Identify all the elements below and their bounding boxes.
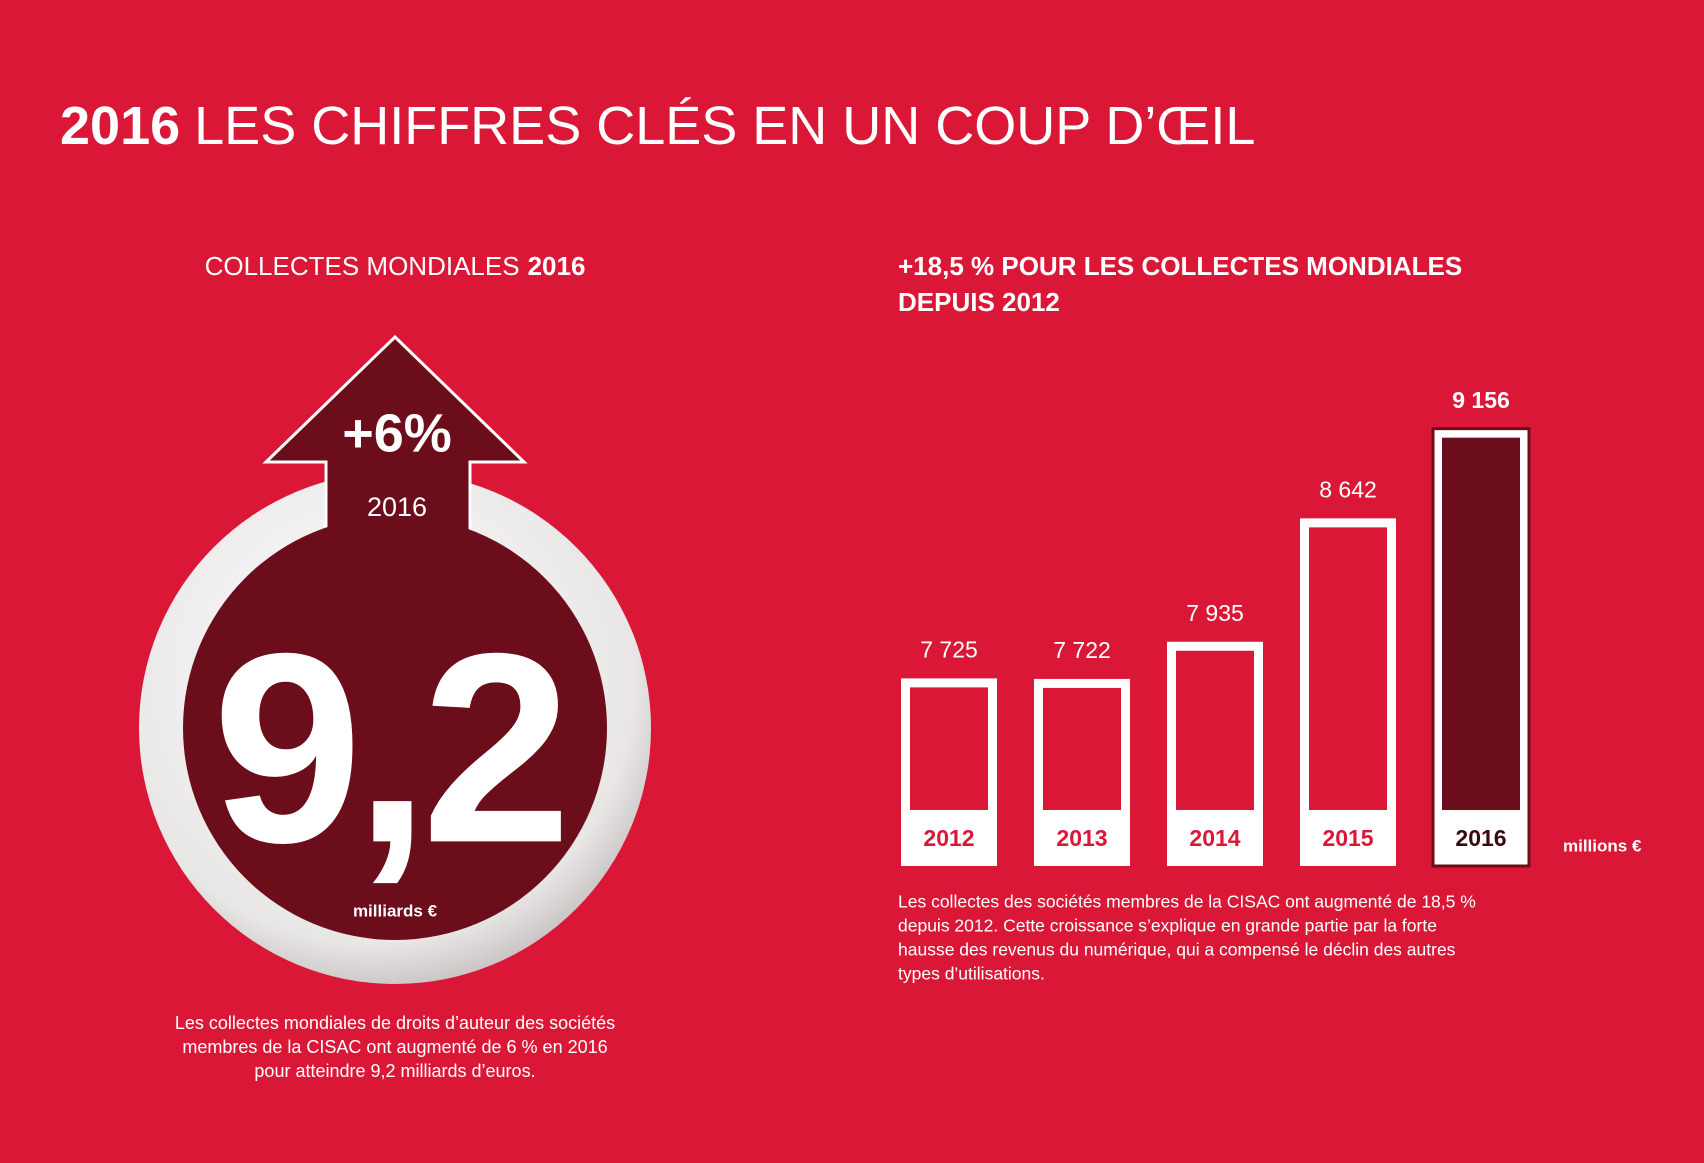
x-tick-label: 2013: [1056, 825, 1107, 851]
title-year: 2016: [60, 96, 180, 156]
x-tick-label: 2015: [1322, 825, 1373, 851]
chart-note: types d’utilisations.: [898, 964, 1045, 984]
left-heading: COLLECTES MONDIALES 2016: [205, 251, 586, 281]
bar-fill: [910, 687, 988, 810]
bar-fill: [1043, 687, 1121, 810]
title-text: LES CHIFFRES CLÉS EN UN COUP D’ŒIL: [194, 96, 1255, 156]
bar-chart: +18,5 % POUR LES COLLECTES MONDIALES DEPU…: [898, 251, 1642, 984]
bar-value-label: 8 642: [1319, 476, 1377, 502]
chart-note: depuis 2012. Cette croissance s’explique…: [898, 916, 1437, 936]
bar-value-label: 7 725: [920, 636, 978, 662]
growth-year: 2016: [367, 492, 427, 522]
caption-line: pour atteindre 9,2 milliards d’euros.: [254, 1061, 535, 1081]
bar-fill: [1442, 437, 1520, 810]
left-caption: Les collectes mondiales de droits d’aute…: [175, 1013, 615, 1081]
bar-value-label: 9 156: [1452, 387, 1510, 413]
inner-disc: [183, 516, 607, 940]
bar-value-label: 7 722: [1053, 637, 1111, 663]
arrow-join: [328, 520, 468, 560]
chart-note: hausse des revenus du numérique, qui a c…: [898, 940, 1456, 960]
chart-title: DEPUIS 2012: [898, 287, 1060, 317]
x-tick-label: 2016: [1455, 825, 1506, 851]
big-unit: milliards €: [353, 901, 438, 920]
x-tick-label: 2012: [923, 825, 974, 851]
chart-title: +18,5 % POUR LES COLLECTES MONDIALES: [898, 251, 1462, 281]
caption-line: Les collectes mondiales de droits d’aute…: [175, 1013, 615, 1033]
caption-line: membres de la CISAC ont augmenté de 6 % …: [182, 1037, 607, 1057]
bar-value-label: 7 935: [1186, 600, 1244, 626]
bar-fill: [1309, 527, 1387, 810]
growth: +6%: [342, 403, 452, 463]
chart-note: Les collectes des sociétés membres de la…: [898, 892, 1476, 912]
x-tick-label: 2014: [1189, 825, 1240, 851]
bar-fill: [1176, 650, 1254, 810]
page-title: 2016 LES CHIFFRES CLÉS EN UN COUP D’ŒIL: [60, 96, 1255, 156]
left-heading-text: COLLECTES MONDIALES: [205, 251, 520, 281]
big-value: 9,2: [212, 598, 565, 899]
left-heading-year: 2016: [528, 251, 586, 281]
unit-label: millions €: [1563, 836, 1642, 855]
